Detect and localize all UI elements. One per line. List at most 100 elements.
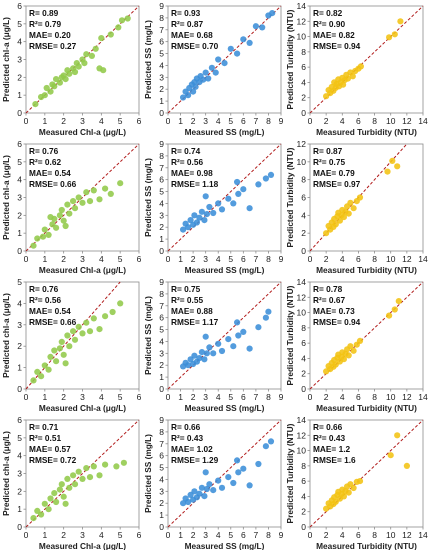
y-tick-label: 5 bbox=[17, 433, 22, 443]
x-tick-label: 14 bbox=[418, 392, 428, 402]
y-tick-label: 4 bbox=[159, 336, 164, 346]
y-tick-label: 0 bbox=[301, 108, 306, 118]
stat-label: R= 0.87 bbox=[313, 146, 343, 156]
y-tick-label: 0 bbox=[301, 246, 306, 256]
x-tick-label: 2 bbox=[61, 254, 66, 264]
x-axis-label: Measured Turbidity (NTU) bbox=[316, 127, 417, 137]
y-tick-label: 4 bbox=[301, 77, 306, 87]
x-tick-label: 1 bbox=[178, 392, 183, 402]
data-point bbox=[218, 206, 226, 213]
stat-label: R²= 0.67 bbox=[313, 295, 345, 305]
data-point bbox=[262, 175, 269, 182]
data-point bbox=[235, 190, 242, 197]
data-point bbox=[192, 83, 199, 90]
data-point bbox=[115, 24, 122, 31]
x-tick-label: 6 bbox=[241, 254, 246, 264]
data-point bbox=[60, 217, 67, 224]
stat-label: R= 0.74 bbox=[171, 146, 201, 156]
data-point bbox=[79, 330, 86, 337]
data-point bbox=[347, 343, 354, 350]
y-tick-label: 1 bbox=[159, 372, 164, 382]
stat-label: R²= 0.90 bbox=[313, 19, 345, 29]
data-point bbox=[240, 465, 247, 472]
data-point bbox=[71, 205, 79, 212]
y-tick-label: 4 bbox=[301, 210, 306, 220]
data-point bbox=[51, 347, 58, 354]
data-point bbox=[255, 324, 262, 331]
data-point bbox=[332, 221, 339, 228]
data-point bbox=[344, 75, 351, 82]
y-tick-label: 10 bbox=[297, 308, 307, 318]
data-point bbox=[39, 233, 47, 240]
data-point bbox=[215, 200, 222, 207]
x-tick-label: 6 bbox=[356, 530, 361, 540]
x-tick-label: 1 bbox=[178, 116, 183, 126]
y-axis-label: Predicted SS (mg/L) bbox=[143, 434, 153, 513]
data-point bbox=[62, 360, 69, 367]
data-point bbox=[75, 194, 82, 201]
data-point bbox=[70, 198, 77, 205]
stat-label: RMSE= 0.94 bbox=[313, 41, 361, 51]
data-point bbox=[230, 343, 237, 350]
x-tick-label: 2 bbox=[324, 254, 329, 264]
data-point bbox=[230, 479, 237, 487]
data-point bbox=[255, 460, 262, 468]
y-tick-label: 3 bbox=[17, 193, 22, 203]
data-point bbox=[102, 461, 109, 468]
x-tick-label: 4 bbox=[340, 530, 345, 540]
x-tick-label: 10 bbox=[386, 530, 396, 540]
x-tick-label: 1 bbox=[178, 254, 183, 264]
data-point bbox=[210, 487, 217, 494]
x-tick-label: 6 bbox=[137, 392, 142, 402]
y-tick-label: 0 bbox=[17, 522, 22, 532]
x-tick-label: 4 bbox=[340, 116, 345, 126]
data-point bbox=[191, 352, 198, 359]
x-tick-label: 5 bbox=[228, 392, 233, 402]
data-point bbox=[323, 230, 330, 237]
y-axis-label: Predicted chl-a (μg/L) bbox=[1, 293, 11, 378]
y-tick-label: 14 bbox=[297, 277, 307, 287]
x-tick-label: 7 bbox=[254, 392, 259, 402]
data-point bbox=[198, 208, 205, 215]
data-point bbox=[56, 486, 64, 493]
data-point bbox=[30, 242, 37, 249]
stat-label: RMSE= 0.97 bbox=[313, 179, 361, 189]
data-point bbox=[205, 75, 212, 82]
data-point bbox=[117, 180, 124, 187]
data-point bbox=[180, 500, 187, 507]
data-point bbox=[215, 56, 222, 63]
y-tick-label: 6 bbox=[301, 476, 306, 486]
data-point bbox=[83, 51, 90, 58]
data-point bbox=[70, 472, 77, 479]
x-tick-label: 4 bbox=[99, 530, 104, 540]
y-tick-label: 4 bbox=[159, 474, 164, 484]
y-tick-label: 7 bbox=[159, 163, 164, 173]
y-tick-label: 5 bbox=[159, 187, 164, 197]
stat-label: R²= 0.43 bbox=[171, 433, 203, 443]
stat-label: MAE= 0.57 bbox=[29, 444, 71, 454]
x-tick-label: 0 bbox=[24, 116, 29, 126]
data-point bbox=[53, 224, 60, 231]
stat-label: MAE= 1.2 bbox=[313, 444, 351, 454]
data-point bbox=[386, 312, 393, 319]
y-tick-label: 12 bbox=[297, 139, 307, 149]
data-point bbox=[218, 347, 226, 355]
data-point bbox=[86, 198, 94, 205]
stat-label: R= 0.76 bbox=[29, 146, 59, 156]
x-tick-label: 14 bbox=[418, 530, 428, 540]
x-tick-label: 2 bbox=[324, 530, 329, 540]
stat-label: MAE= 0.54 bbox=[29, 306, 71, 316]
x-tick-label: 12 bbox=[402, 116, 412, 126]
data-point bbox=[45, 231, 52, 238]
y-tick-label: 2 bbox=[301, 93, 306, 103]
data-point bbox=[185, 224, 192, 231]
data-point bbox=[81, 60, 88, 67]
x-tick-label: 0 bbox=[308, 116, 313, 126]
y-tick-label: 3 bbox=[159, 210, 164, 220]
x-tick-label: 7 bbox=[254, 254, 259, 264]
stat-label: R²= 0.79 bbox=[29, 19, 61, 29]
y-tick-label: 4 bbox=[17, 298, 22, 308]
x-tick-label: 6 bbox=[137, 116, 142, 126]
stat-label: MAE= 0.79 bbox=[313, 168, 355, 178]
